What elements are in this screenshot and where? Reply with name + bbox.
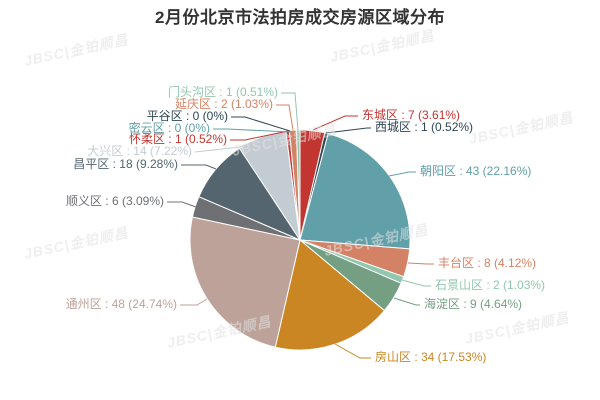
- pie-label: 房山区 : 34 (17.53%): [375, 350, 487, 364]
- pie-slice[interactable]: [299, 133, 411, 250]
- label-leader-line: [167, 201, 197, 208]
- label-leader-line: [181, 164, 217, 170]
- pie-label: 朝阳区 : 43 (22.16%): [420, 164, 532, 178]
- pie-label: 平谷区 : 0 (0%): [146, 109, 228, 123]
- pie-label: 西城区 : 1 (0.52%): [375, 120, 474, 134]
- label-leader-line: [401, 279, 431, 287]
- pie-label: 昌平区 : 18 (9.28%): [73, 157, 178, 171]
- pie-slice[interactable]: [295, 129, 301, 241]
- label-leader-line: [325, 127, 371, 134]
- label-leader-line: [334, 343, 371, 359]
- pie-label: 丰台区 : 8 (4.12%): [438, 256, 537, 270]
- label-leader-line: [213, 128, 292, 133]
- label-leader-line: [194, 137, 263, 153]
- pie-label: 门头沟区 : 1 (0.51%): [167, 85, 278, 99]
- pie-label: 顺义区 : 6 (3.09%): [65, 194, 164, 208]
- label-leader-line: [393, 297, 420, 306]
- pie-label: 石景山区 : 2 (1.03%): [435, 278, 546, 292]
- label-leader-line: [180, 298, 208, 306]
- pie-label: 通州区 : 48 (24.74%): [65, 297, 177, 311]
- pie-label: 大兴区 : 14 (7.22%): [87, 144, 192, 158]
- label-leader-line: [407, 262, 434, 265]
- pie-label: 延庆区 : 2 (1.03%): [174, 97, 273, 111]
- label-leader-line: [312, 115, 358, 131]
- pie-label: 海淀区 : 9 (4.64%): [424, 297, 523, 311]
- label-leader-line: [231, 116, 291, 132]
- label-leader-line: [281, 92, 299, 131]
- label-leader-line: [388, 171, 416, 177]
- label-leader-line: [276, 104, 294, 131]
- pie-label: 密云区 : 0 (0%): [128, 121, 210, 135]
- chart-title: 2月份北京市法拍房成交房源区域分布: [155, 8, 445, 27]
- pie-label: 怀柔区 : 1 (0.52%): [128, 132, 227, 146]
- label-leader-line: [230, 130, 289, 141]
- pie-label: 东城区 : 7 (3.61%): [362, 108, 461, 122]
- pie-slice[interactable]: [189, 216, 301, 348]
